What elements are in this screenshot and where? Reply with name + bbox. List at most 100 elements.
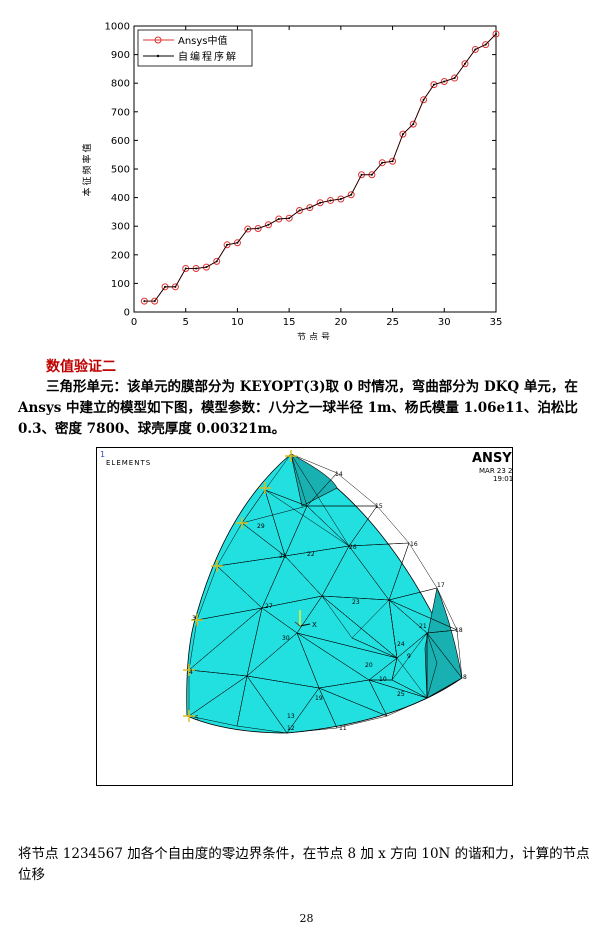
- program-point: [143, 300, 146, 303]
- node-label: 26: [349, 544, 357, 551]
- program-point: [453, 77, 456, 80]
- program-point: [350, 193, 353, 196]
- constraint-marker: [259, 482, 271, 494]
- ansys-point: [399, 130, 407, 138]
- y-tick-label: 100: [111, 279, 130, 290]
- ansys-point: [306, 204, 314, 212]
- y-tick-label: 500: [111, 165, 130, 176]
- eigenfrequency-chart: 0 5 10 15 20 25 30 35 0 100 200 300 400 500 600 700 800 9…: [81, 22, 503, 341]
- program-point: [339, 198, 342, 201]
- ansys-point: [202, 263, 210, 271]
- program-point: [391, 160, 394, 163]
- program-point: [215, 260, 218, 263]
- ansys-point: [378, 159, 386, 167]
- ansys-point: [233, 239, 241, 247]
- legend-box: [137, 29, 253, 67]
- ansys-logo-text: ANSYS: [472, 451, 512, 466]
- ansys-point: [461, 60, 469, 68]
- node-label: 18: [455, 627, 463, 634]
- corner-label: 1: [100, 450, 105, 459]
- node-labels: 14 15 16 17 18 8 9 10 11 12 13 19 20 21 22 23 24 25 26 27 28…: [189, 471, 467, 732]
- y-tick-label: 700: [111, 107, 130, 118]
- x-tick-label: 35: [490, 317, 503, 328]
- node-label: 13: [287, 713, 295, 720]
- date-label: MAR 23 2008: [479, 467, 512, 475]
- program-point: [412, 123, 415, 126]
- program-point: [246, 228, 249, 231]
- x-axis-label: 节点号: [297, 332, 333, 340]
- constraint-marker: [285, 450, 297, 462]
- y-tick-label: 900: [111, 50, 130, 61]
- mesh-element: [246, 607, 298, 677]
- axis-x-label: X: [312, 621, 317, 629]
- ansys-point: [347, 191, 355, 199]
- program-point: [319, 201, 322, 204]
- y-tick-label: 300: [111, 222, 130, 233]
- node-label: 24: [397, 641, 405, 648]
- node-label: 9: [407, 653, 411, 660]
- ansys-point: [482, 41, 490, 49]
- program-point: [257, 227, 260, 230]
- node-label: 25: [397, 691, 405, 698]
- program-point: [298, 209, 301, 212]
- ansys-point: [492, 30, 500, 38]
- mesh-element: [264, 453, 350, 547]
- y-axis-label: 本征频率值: [81, 141, 93, 196]
- ansys-point: [264, 221, 272, 229]
- program-point: [277, 218, 280, 221]
- x-tick-label: 10: [231, 317, 244, 328]
- node-label: 29: [257, 523, 265, 530]
- x-tick-label: 30: [438, 317, 451, 328]
- ansys-point: [327, 196, 335, 204]
- program-point: [370, 173, 373, 176]
- program-point: [495, 33, 497, 36]
- shaded-element: [290, 453, 338, 507]
- body-paragraph: 三角形单元：该单元的膜部分为 KEYOPT(3)取 0 时情况，弯曲部分为 DK…: [18, 379, 578, 437]
- node-label: 28: [279, 553, 287, 560]
- program-point: [164, 285, 167, 288]
- mesh-canvas: 1 ELEMENTS ANSYS MAR 23 2008 19:01:33 14…: [100, 450, 512, 734]
- y-tick-label: 200: [111, 250, 130, 261]
- program-point: [205, 266, 208, 269]
- legend-label-ansys: Ansys中值: [178, 34, 228, 47]
- time-label: 19:01:33: [493, 475, 512, 483]
- program-point: [432, 83, 435, 86]
- y-tick-label: 600: [111, 136, 130, 147]
- program-point: [422, 98, 425, 101]
- node-label: 10: [379, 676, 387, 683]
- node-label: 4: [189, 669, 193, 676]
- node-label: 20: [365, 662, 373, 669]
- program-point: [226, 243, 229, 246]
- constraint-marker: [236, 517, 248, 529]
- constraint-marker: [191, 614, 203, 626]
- mesh-element: [426, 632, 438, 699]
- node-label: 22: [307, 551, 315, 558]
- mesh-outline: [186, 453, 463, 734]
- y-tick-label: 800: [111, 79, 130, 90]
- node-label: 8: [463, 674, 467, 681]
- node-label: 23: [352, 599, 360, 606]
- node-label: 15: [375, 503, 383, 510]
- paragraph-2: 将节点 1234567 加各个自由度的零边界条件，在节点 8 加 x 方向 10…: [18, 846, 590, 883]
- constraint-marker: [183, 710, 195, 722]
- legend-label-program: 自编程序解: [178, 50, 238, 63]
- program-point: [308, 206, 311, 209]
- program-point: [288, 217, 291, 220]
- program-point: [174, 285, 177, 288]
- node-label: 14: [335, 471, 343, 478]
- node-label: 27: [265, 603, 273, 610]
- ansys-point: [430, 81, 438, 89]
- node-label: 11: [339, 725, 347, 732]
- ansys-logo: ANSYS: [469, 450, 512, 466]
- legend-marker-program: [156, 54, 160, 58]
- ansys-point: [440, 77, 448, 85]
- coordinate-triad: X: [294, 610, 317, 629]
- y-tick-label: 400: [111, 193, 130, 204]
- program-point: [195, 267, 198, 270]
- legend-marker-ansys: [154, 36, 162, 44]
- ansys-point: [389, 157, 397, 165]
- program-point: [329, 199, 332, 202]
- program-point: [443, 80, 446, 83]
- node-label: 19: [315, 695, 323, 702]
- program-point: [474, 48, 477, 51]
